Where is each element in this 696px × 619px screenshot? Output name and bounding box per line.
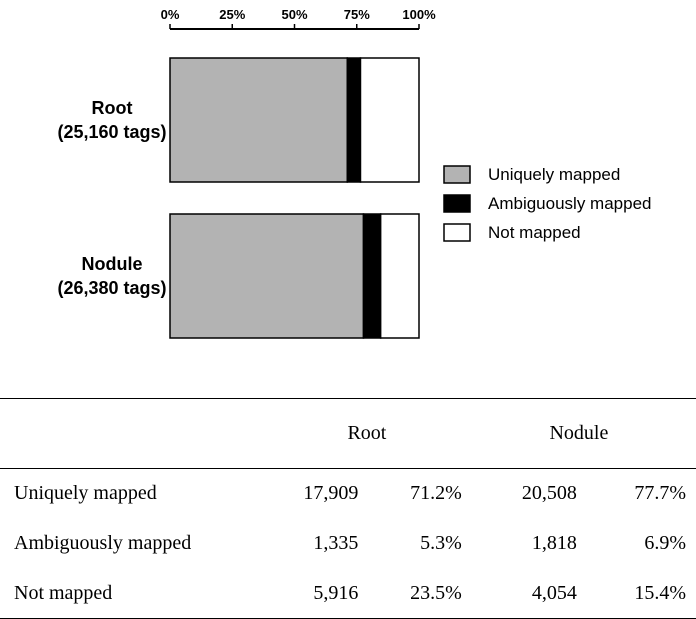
nodule-count: 20,508	[521, 482, 577, 505]
x-tick-label: 0%	[161, 7, 180, 22]
bar-segment-uniquely-mapped	[169, 213, 365, 339]
table-row: Ambiguously mapped 1,335 5.3% 1,818 6.9%	[0, 519, 696, 569]
row-label: Uniquely mapped	[14, 482, 157, 505]
row-label: Not mapped	[14, 581, 113, 604]
root-count: 5,916	[313, 581, 359, 604]
root-count: 1,335	[313, 532, 359, 554]
legend-swatch	[443, 223, 471, 242]
legend: Uniquely mapped Ambiguously mapped Not map…	[443, 165, 651, 242]
root-percent: 71.2%	[410, 482, 462, 505]
x-axis: 0% 25% 50% 75% 100%	[161, 7, 436, 30]
bar-segment-ambiguously-mapped	[362, 213, 382, 339]
root-percent: 23.5%	[410, 581, 462, 604]
nodule-count: 1,818	[531, 532, 577, 554]
table-header-row: Root Nodule	[0, 399, 696, 469]
category-label: Root	[92, 98, 133, 118]
header-root: Root	[347, 422, 387, 444]
bars	[169, 57, 420, 339]
bar-segment-ambiguously-mapped	[346, 57, 362, 183]
legend-swatch	[443, 165, 471, 184]
nodule-percent: 77.7%	[634, 482, 686, 505]
category-labels: Root (25,160 tags) Nodule (26,380 tags)	[57, 98, 166, 298]
stacked-bar-chart: 0% 25% 50% 75% 100% Root (25,160 tags) Nodule (…	[57, 7, 651, 339]
table-row: Not mapped 5,916 23.5% 4,054 15.4%	[0, 569, 696, 619]
row-label: Ambiguously mapped	[14, 532, 192, 554]
header-nodule: Nodule	[549, 422, 609, 444]
bar-segment-not-mapped	[359, 57, 420, 183]
x-tick-label: 25%	[219, 7, 245, 22]
header-blank	[0, 399, 272, 469]
legend-label: Ambiguously mapped	[488, 194, 651, 213]
bar-segment-uniquely-mapped	[169, 57, 349, 183]
mapping-summary-table: Root Nodule Uniquely mapped 17,909 71.2%…	[0, 398, 696, 619]
table-row: Uniquely mapped 17,909 71.2% 20,508 77.7…	[0, 469, 696, 519]
bar-segment-not-mapped	[379, 213, 420, 339]
x-tick-label: 100%	[402, 7, 436, 22]
category-label: (26,380 tags)	[57, 278, 166, 298]
root-count: 17,909	[303, 482, 359, 505]
nodule-percent: 15.4%	[634, 581, 686, 604]
legend-label: Not mapped	[488, 223, 581, 242]
nodule-percent: 6.9%	[644, 532, 686, 554]
category-label: Nodule	[82, 254, 143, 274]
category-label: (25,160 tags)	[57, 122, 166, 142]
nodule-count: 4,054	[531, 581, 577, 604]
x-tick-label: 75%	[344, 7, 370, 22]
legend-swatch	[443, 194, 471, 213]
root-percent: 5.3%	[420, 532, 462, 554]
legend-label: Uniquely mapped	[488, 165, 620, 184]
x-tick-label: 50%	[281, 7, 307, 22]
